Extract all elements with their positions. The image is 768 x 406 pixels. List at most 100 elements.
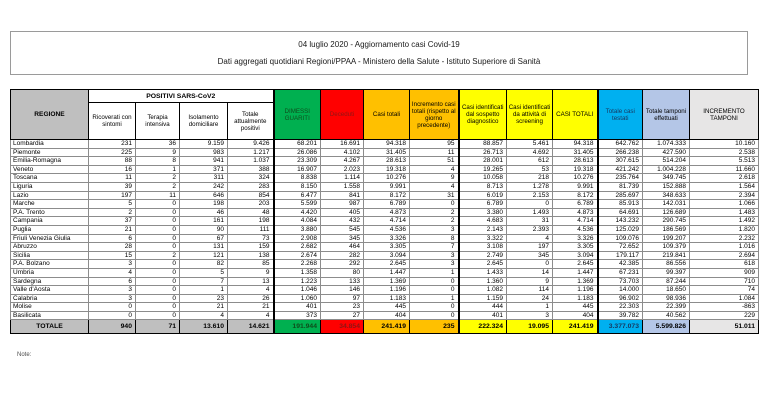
value-cell: 85 — [227, 259, 274, 269]
value-cell: 51 — [409, 156, 459, 166]
value-cell: 2.394 — [689, 190, 759, 201]
value-cell: 46 — [179, 207, 228, 218]
value-cell: 2.645 — [552, 259, 598, 269]
value-cell: 98.936 — [642, 293, 690, 304]
title-box: 04 luglio 2020 - Aggiornamento casi Covi… — [10, 31, 748, 75]
table-row: Lombardia 231 36 9.159 9.426 68.201 16.691 94.3… — [10, 139, 759, 149]
table-row: Toscana 11 2 311 324 8.838 1.114 10.276 9 10.058 2… — [10, 173, 759, 183]
value-cell: 2.694 — [689, 250, 759, 261]
value-cell: 39 — [88, 181, 136, 192]
value-cell: 26.713 — [457, 147, 507, 158]
value-cell: 1 — [506, 302, 553, 312]
column-header-totale-attualmente-positivi: Totale attualmente positivi — [227, 102, 274, 140]
region-cell: Veneto — [10, 164, 89, 175]
value-cell: 3.305 — [552, 242, 598, 252]
value-cell: 74 — [689, 285, 759, 295]
value-cell: 1.278 — [506, 181, 553, 192]
value-cell: 1.183 — [552, 293, 598, 304]
value-cell: 94.318 — [552, 139, 598, 149]
value-cell: 9.991 — [552, 181, 598, 192]
value-cell: 1.004.228 — [642, 164, 690, 175]
value-cell: 4.536 — [552, 224, 598, 235]
value-cell: 95 — [409, 139, 459, 149]
value-cell: 5.599 — [272, 199, 321, 209]
value-cell: 4 — [409, 164, 459, 175]
value-cell: 4 — [227, 310, 274, 321]
value-cell: 16.691 — [320, 139, 364, 149]
value-cell: 3 — [506, 310, 553, 321]
value-cell: 31.405 — [552, 147, 598, 158]
value-cell: 94.318 — [363, 139, 410, 149]
value-cell: 21 — [88, 224, 136, 235]
value-cell: 2.749 — [457, 250, 507, 261]
value-cell: 7 — [179, 276, 228, 287]
value-cell: 2 — [135, 173, 180, 183]
region-cell: Campania — [10, 216, 89, 226]
value-cell: 0 — [135, 233, 180, 244]
value-cell: 3.326 — [363, 233, 410, 244]
value-cell: 283 — [227, 181, 274, 192]
value-cell: 642.762 — [596, 139, 643, 149]
value-cell: 9 — [227, 267, 274, 278]
value-cell: 31 — [409, 190, 459, 201]
region-cell: Molise — [10, 302, 89, 312]
column-header-ricoverati-con-sintomi: Ricoverati con sintomi — [88, 102, 136, 140]
value-cell: 126.689 — [642, 207, 690, 218]
value-cell: 26 — [227, 293, 274, 304]
value-cell: 14 — [506, 267, 553, 278]
value-cell: 1.037 — [227, 156, 274, 166]
value-cell: 23.309 — [272, 156, 321, 166]
value-cell: 1.493 — [506, 207, 553, 218]
value-cell: 3.326 — [552, 233, 598, 244]
value-cell: 37 — [88, 216, 136, 226]
value-cell: 23 — [320, 302, 364, 312]
value-cell: 3 — [88, 293, 136, 304]
value-cell: 11.660 — [689, 164, 759, 175]
totals-value-cell: 13.610 — [179, 319, 228, 335]
value-cell: 444 — [457, 302, 507, 312]
value-cell: 10.276 — [552, 173, 598, 183]
value-cell: 1.016 — [689, 242, 759, 252]
value-cell: 7 — [409, 242, 459, 252]
value-cell: 90 — [179, 224, 228, 235]
value-cell: 4 — [506, 233, 553, 244]
value-cell: 1.369 — [363, 276, 410, 287]
value-cell: 125.029 — [596, 224, 643, 235]
value-cell: 1.217 — [227, 147, 274, 158]
value-cell: 2.538 — [689, 147, 759, 158]
table-row: Campania 37 0 161 198 4.084 432 4.714 2 4.683 31 4.… — [10, 216, 759, 226]
value-cell: 3.305 — [363, 242, 410, 252]
value-cell: 1.159 — [457, 293, 507, 304]
value-cell: 0 — [88, 302, 136, 312]
value-cell: 3 — [409, 224, 459, 235]
value-cell: 909 — [689, 267, 759, 278]
value-cell: 4.084 — [272, 216, 321, 226]
value-cell: 3.880 — [272, 224, 321, 235]
column-group-positivi-sars-cov2: POSITIVI SARS-CoV2 — [88, 89, 274, 103]
table-row: Lazio 197 11 646 854 6.477 841 8.172 31 6.019 2.15… — [10, 190, 759, 201]
region-cell: Sicilia — [10, 250, 89, 261]
value-cell: 0 — [409, 276, 459, 287]
value-cell: 388 — [227, 164, 274, 175]
value-cell: 6.789 — [552, 199, 598, 209]
value-cell: 6 — [88, 276, 136, 287]
value-cell: 1.082 — [457, 285, 507, 295]
value-cell: 8.172 — [552, 190, 598, 201]
value-cell: 3.108 — [457, 242, 507, 252]
region-cell: Marche — [10, 199, 89, 209]
value-cell: 3 — [88, 259, 136, 269]
value-cell: 23 — [179, 293, 228, 304]
value-cell: 10.276 — [363, 173, 410, 183]
value-cell: 6.019 — [457, 190, 507, 201]
value-cell: 405 — [320, 207, 364, 218]
value-cell: 64.691 — [596, 207, 643, 218]
value-cell: 2.674 — [272, 250, 321, 261]
value-cell: 3.322 — [457, 233, 507, 244]
table-row: Puglia 21 0 90 111 3.880 545 4.536 3 2.143 2.393 4.… — [10, 224, 759, 235]
value-cell: 3.094 — [363, 250, 410, 261]
value-cell: 96.902 — [596, 293, 643, 304]
value-cell: 345 — [320, 233, 364, 244]
value-cell: 2.023 — [320, 164, 364, 175]
value-cell: 235.764 — [596, 173, 643, 183]
